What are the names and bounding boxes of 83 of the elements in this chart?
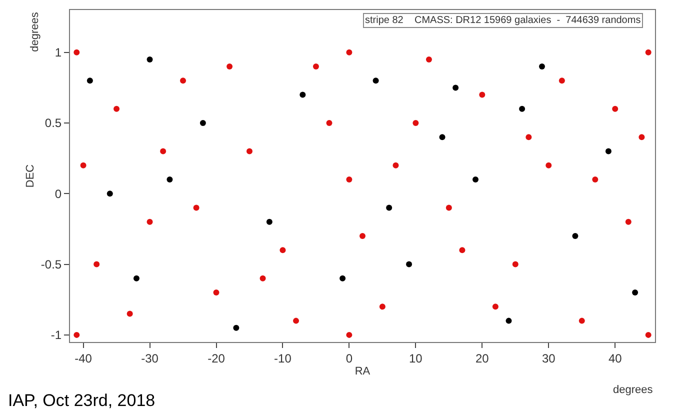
point [180, 78, 186, 84]
y-tick-label: 1 [54, 46, 62, 60]
point [538, 64, 545, 70]
point [479, 92, 486, 98]
point [546, 162, 552, 168]
y-axis-title: DEC [24, 164, 37, 188]
point [80, 162, 86, 168]
point [146, 56, 153, 62]
x-axis-title: RA [354, 366, 371, 378]
point [74, 332, 80, 338]
x-tick-label: 0 [346, 351, 353, 366]
point [572, 233, 578, 240]
point [519, 106, 526, 112]
point [439, 134, 446, 140]
text: degrees [613, 384, 654, 396]
annotation: stripe 82 CMASS: DR12 15969 galaxies - 744639 randoms [365, 15, 641, 26]
point [166, 176, 173, 183]
point [645, 49, 652, 56]
x-tick-label: -10 [274, 351, 292, 366]
text: degrees [28, 12, 41, 52]
point [340, 275, 346, 282]
point [293, 318, 300, 324]
point [300, 92, 306, 98]
point [86, 78, 93, 84]
point [246, 148, 252, 154]
point [452, 84, 459, 91]
point [312, 64, 319, 70]
point [114, 106, 120, 112]
point [346, 176, 352, 183]
point [379, 304, 386, 310]
point [360, 233, 366, 240]
point [74, 49, 80, 56]
point [512, 261, 518, 268]
point [406, 261, 412, 268]
point [94, 261, 100, 268]
point [372, 78, 379, 84]
point [386, 204, 392, 211]
x-tick-label: -30 [141, 351, 159, 366]
point [412, 120, 419, 126]
point [645, 332, 652, 338]
point [392, 162, 399, 168]
x-tick-label: 30 [542, 351, 556, 366]
point [526, 134, 532, 140]
point [558, 78, 565, 84]
x-tick-label: -40 [74, 351, 92, 366]
x-tick-label: 40 [608, 351, 622, 366]
point [426, 56, 432, 62]
point [106, 190, 113, 197]
point [346, 49, 352, 56]
x-tick-label: 20 [475, 351, 490, 366]
point [592, 176, 598, 183]
point [260, 275, 266, 282]
point [612, 106, 618, 112]
point [346, 332, 352, 338]
point [578, 318, 585, 324]
text: IAP, Oct 23rd, 2018 [8, 391, 156, 410]
point [200, 120, 206, 126]
y-tick-label: -0.5 [40, 258, 62, 272]
point [266, 218, 272, 225]
x-tick-label: -20 [208, 351, 226, 366]
point [506, 318, 512, 324]
point [233, 324, 240, 331]
point [193, 204, 200, 211]
x-tick-label: 10 [409, 351, 423, 366]
y-tick-label: 0 [54, 186, 62, 201]
point [326, 120, 332, 126]
point [126, 310, 133, 317]
point [213, 290, 220, 296]
point [605, 148, 612, 154]
point [146, 218, 153, 225]
point [226, 64, 233, 70]
point [638, 134, 645, 140]
y-tick-label: 0.5 [44, 116, 62, 130]
point [459, 247, 466, 254]
point [160, 148, 166, 154]
point [625, 218, 632, 225]
point [133, 275, 140, 282]
point [280, 247, 286, 254]
point [472, 176, 479, 183]
y-tick-label: -1 [50, 328, 62, 342]
point [632, 290, 638, 296]
point [446, 204, 452, 211]
point [492, 304, 498, 310]
